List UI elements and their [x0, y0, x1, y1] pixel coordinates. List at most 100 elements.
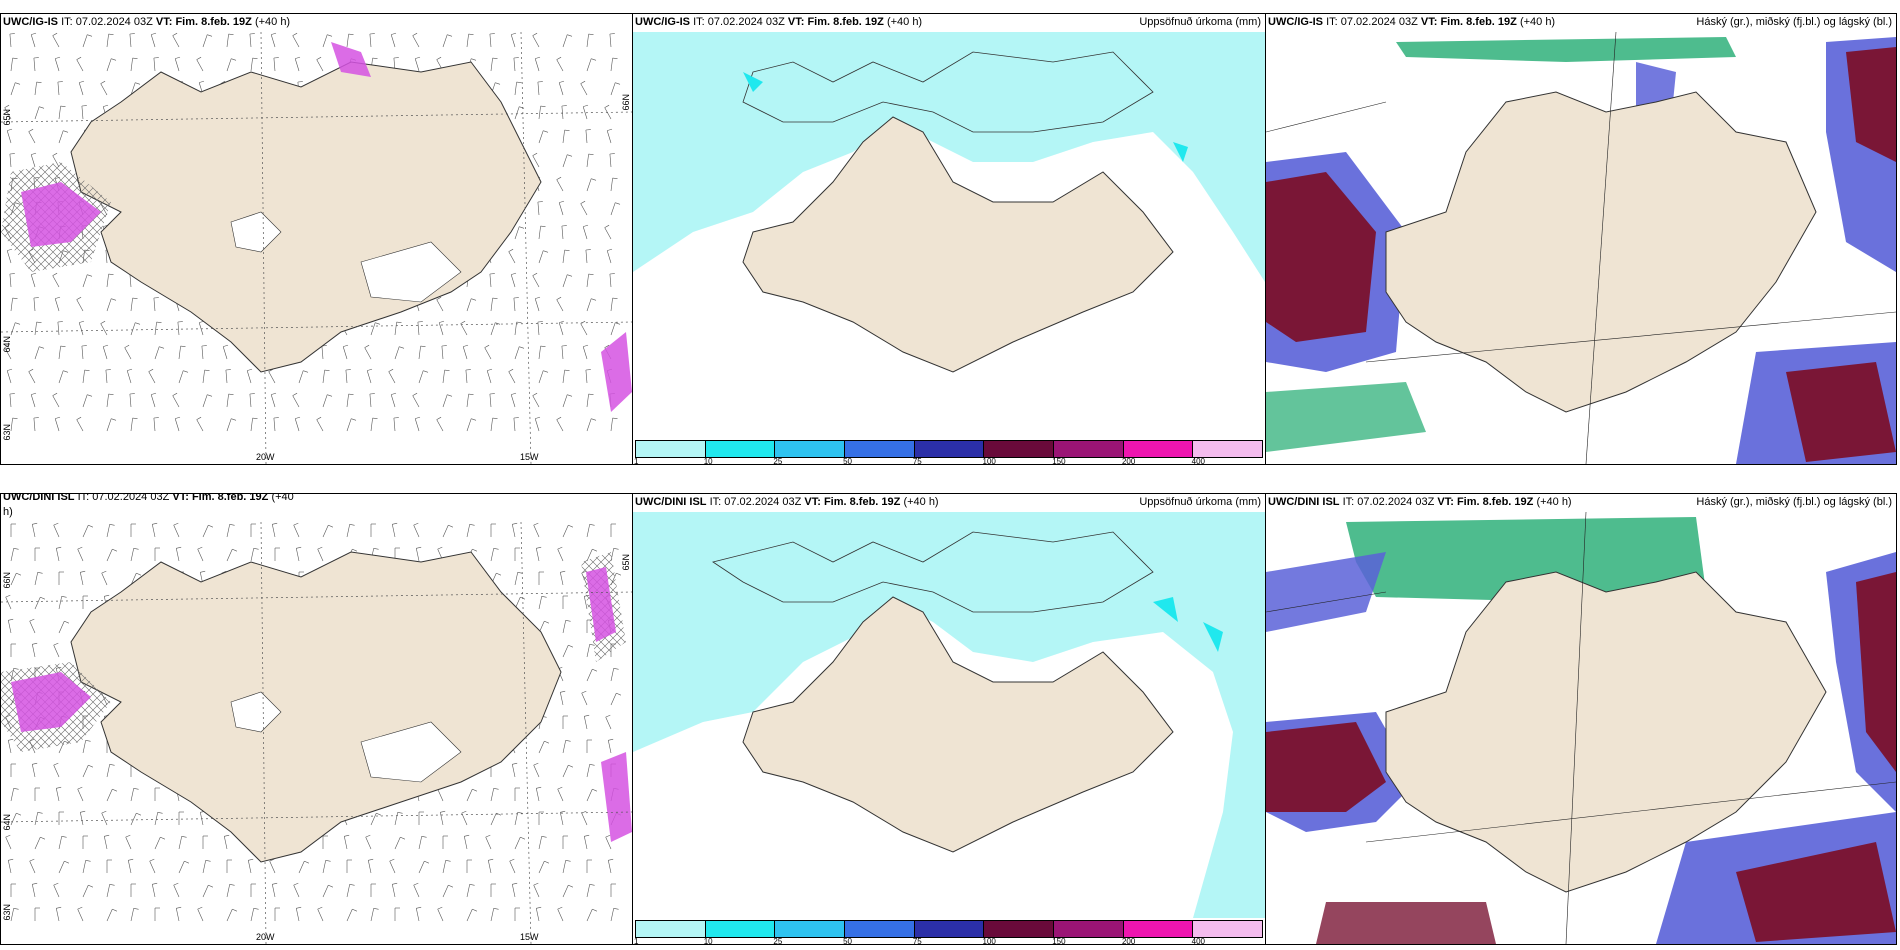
wind-barb-flag	[124, 344, 130, 348]
wind-barb	[466, 394, 469, 408]
wind-barb-flag	[12, 417, 18, 419]
colorbar: 1 10 25 50 75 100 150 200 400	[634, 920, 1263, 944]
wind-barb	[106, 34, 109, 48]
wind-barb-flag	[204, 369, 210, 371]
wind-barb	[466, 524, 470, 538]
wind-barb-flag	[556, 176, 562, 180]
wind-barb	[558, 322, 564, 336]
wind-barb-flag	[229, 884, 235, 886]
wind-barb	[490, 58, 493, 72]
wind-barb	[197, 548, 204, 562]
wind-barb	[178, 836, 182, 850]
wind-barb	[365, 836, 372, 850]
lon-label: 20W	[256, 932, 275, 942]
wind-barb	[536, 788, 540, 802]
wind-barb-flag	[533, 882, 539, 886]
wind-barb	[292, 395, 300, 408]
wind-barb-flag	[79, 80, 85, 83]
wind-barb	[273, 417, 276, 432]
wind-barb-flag	[40, 836, 46, 840]
panel-wind-dini: UWC/DINI ISL IT: 07.02.2024 03Z VT: Fim.…	[0, 493, 633, 945]
wind-barb	[130, 82, 136, 96]
wind-barb-flag	[589, 764, 595, 766]
wind-barb	[126, 370, 132, 384]
wind-barb	[294, 58, 300, 72]
wind-barb	[608, 860, 612, 874]
wind-barb	[610, 58, 613, 72]
wind-barb	[606, 250, 612, 264]
panel-header: UWC/DINI ISL IT: 07.02.2024 03Z VT: Fim.…	[1268, 496, 1572, 508]
wind-barb-flag	[464, 834, 470, 837]
wind-barb	[246, 370, 252, 384]
map-area	[1, 522, 632, 944]
wind-barb	[153, 57, 156, 72]
wind-barb	[273, 57, 276, 72]
wind-barb	[150, 34, 156, 48]
wind-barb	[106, 884, 110, 898]
wind-barb-flag	[133, 908, 139, 910]
wind-barb-flag	[520, 836, 526, 840]
wind-barb-flag	[172, 392, 178, 396]
wind-barb	[153, 417, 156, 432]
wind-barb	[125, 836, 132, 850]
wind-barb-flag	[543, 250, 549, 253]
wind-barb-flag	[389, 858, 395, 862]
wind-barb	[202, 34, 208, 48]
wind-barb	[153, 297, 156, 312]
wind-barb-flag	[8, 618, 14, 621]
wind-barb-flag	[61, 836, 67, 838]
wind-barb	[346, 524, 350, 538]
wind-barb	[81, 345, 84, 360]
wind-barb	[78, 322, 84, 336]
wind-barb	[178, 346, 181, 360]
wind-barb-flag	[77, 906, 83, 910]
wind-barb	[82, 394, 88, 408]
wind-barb	[202, 524, 209, 538]
wind-barb-flag	[317, 906, 323, 910]
wind-barb-flag	[584, 834, 590, 837]
wind-barb	[321, 345, 324, 360]
wind-barb-flag	[557, 906, 563, 910]
wind-barb-flag	[496, 812, 502, 816]
wind-barb	[418, 346, 421, 360]
wind-barb-flag	[293, 522, 299, 526]
wind-barb	[10, 908, 14, 922]
wind-barb-flag	[560, 810, 566, 813]
wind-barb	[296, 548, 300, 562]
wind-barb	[225, 369, 228, 384]
wind-barb-flag	[80, 570, 86, 573]
wind-barb-flag	[324, 369, 330, 371]
wind-barb	[76, 419, 84, 432]
wind-barb	[270, 394, 276, 408]
wind-barb	[562, 644, 569, 658]
wind-barb	[586, 154, 589, 168]
wind-barb	[106, 548, 113, 562]
wind-barb	[556, 179, 564, 192]
colorbar-tick: 10	[703, 457, 713, 465]
wind-barb	[53, 524, 60, 538]
wind-barb-flag	[519, 346, 525, 349]
wind-barb-flag	[31, 392, 37, 395]
wind-barb	[82, 274, 88, 288]
wind-barb-flag	[615, 322, 621, 325]
wind-barb-flag	[7, 128, 13, 131]
wind-barb	[34, 836, 41, 850]
wind-barb-flag	[31, 152, 37, 155]
wind-barb-flag	[7, 368, 13, 371]
wind-barb	[557, 788, 564, 802]
wind-barb	[510, 274, 516, 288]
wind-barb-flag	[412, 392, 418, 396]
wind-barb-flag	[556, 56, 562, 60]
wind-barb-flag	[101, 570, 107, 574]
wind-barb-flag	[272, 882, 278, 885]
wind-barb-flag	[591, 58, 597, 61]
wind-barb	[106, 394, 109, 408]
wind-barb	[176, 908, 180, 922]
wind-barb	[346, 884, 350, 898]
wind-barb	[202, 370, 205, 384]
wind-barb	[490, 548, 494, 562]
wind-barb	[416, 908, 420, 922]
wind-barb-flag	[516, 321, 522, 323]
wind-barb	[6, 370, 12, 384]
wind-barb-flag	[557, 546, 563, 550]
